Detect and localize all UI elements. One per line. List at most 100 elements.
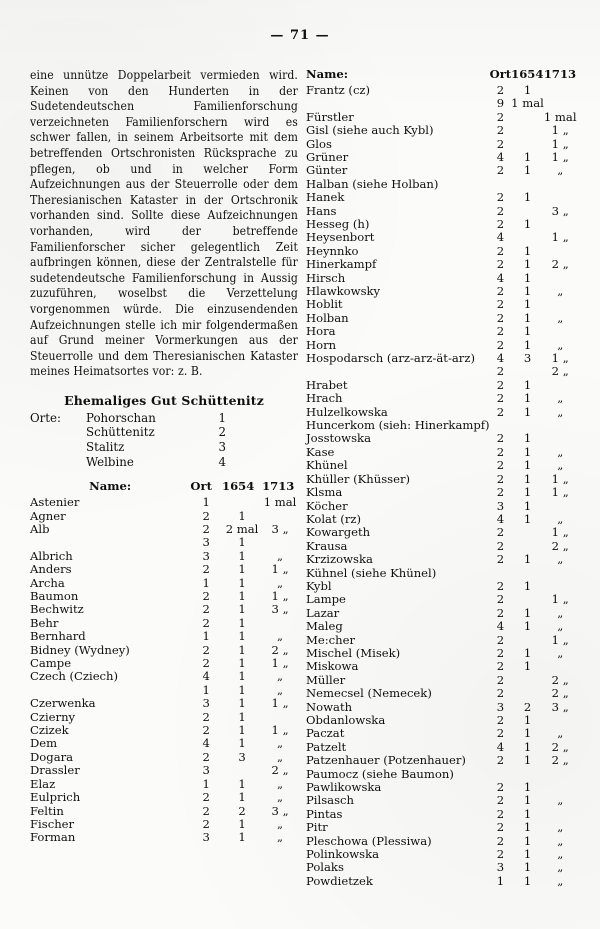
cell-ort: 2 — [202, 642, 210, 657]
cell-1713: 3 „ — [551, 203, 569, 218]
list-item: Schüttenitz 2 — [30, 425, 298, 440]
cell-ort: 4 — [496, 351, 505, 366]
cell-surname: Nowath — [306, 699, 353, 714]
cell-ort: 2 — [496, 780, 505, 795]
cell-surname: Nemecsel (Nemecek) — [306, 686, 432, 701]
cell-surname: Fürstler — [306, 109, 354, 124]
cell-ort: 3 — [202, 548, 210, 563]
cell-surname: Patzenhauer (Potzenhauer) — [306, 753, 466, 768]
cell-1654: 1 — [523, 391, 532, 406]
cell-surname: Kolat (rz) — [306, 511, 361, 526]
cell-surname: Obdanlowska — [306, 713, 386, 727]
cell-1713: 2 „ — [551, 257, 569, 272]
cell-1713 — [262, 711, 298, 724]
list-item: Stalitz 3 — [30, 440, 298, 455]
cell-surname: Polaks — [306, 860, 344, 875]
left-column: eine unnütze Doppelarbeit vermieden wird… — [30, 68, 298, 845]
cell-ort: 3 — [496, 860, 505, 875]
cell-ort: 2 — [202, 562, 210, 577]
cell-1713 — [544, 97, 577, 110]
cell-1654: 1 — [523, 780, 532, 795]
cell-1713: „ — [557, 337, 564, 352]
table-row: Fischer 2 1 „ — [30, 816, 298, 831]
cell-ort: 2 — [496, 686, 505, 701]
cell-1654: 1 — [523, 511, 532, 526]
cell-1654 — [511, 634, 544, 647]
cell-1713: „ — [277, 575, 284, 590]
cell-ort: 2 — [202, 803, 210, 818]
column-header-ort: Ort — [190, 479, 212, 494]
cell-ort: 4 — [496, 619, 505, 634]
table-row: Behr 2 1 — [30, 615, 298, 630]
cell-1654: 1 — [523, 284, 532, 298]
cell-1654: 1 — [238, 535, 246, 550]
cell-ort: 2 — [496, 793, 505, 808]
cell-1713: 3 „ — [551, 699, 569, 714]
cell-1654: 1 — [523, 873, 532, 888]
cell-surname: Pleschowa (Plessiwa) — [306, 833, 432, 848]
table-row: Hesseg (h) 2 1 — [306, 216, 577, 231]
cell-surname: Fischer — [30, 816, 75, 831]
table-row: Hora 2 1 — [306, 324, 577, 339]
cell-surname: Horn — [306, 337, 337, 352]
table-row: Horn 2 1 „ — [306, 337, 577, 352]
cell-1713: 3 „ — [271, 521, 289, 536]
table-row: Baumon 2 1 1 „ — [30, 589, 298, 603]
table-row: Kolat (rz) 4 1 „ — [306, 511, 577, 526]
table-row: 9 1 mal — [306, 96, 577, 110]
cell-ort: 3 — [496, 699, 505, 714]
table-row: Grüner 4 1 1 „ — [306, 149, 577, 164]
cell-surname: Hans — [306, 203, 337, 218]
table-row: Khünel 2 1 „ — [306, 458, 577, 472]
cell-surname: Halban (siehe Holban) — [306, 176, 439, 191]
cell-1713: „ — [557, 833, 564, 848]
cell-1654: 1 — [238, 816, 246, 831]
cell-1654: 1 — [238, 629, 246, 644]
cell-1713: „ — [277, 790, 284, 805]
cell-surname: Czerwenka — [30, 696, 96, 711]
table-row: Fürstler 2 1 mal — [306, 109, 577, 124]
table-row: Halban (siehe Holban) — [306, 176, 577, 191]
cell-1654: 1 — [238, 615, 246, 630]
table-row: Kühnel (siehe Khünel) — [306, 566, 577, 580]
cell-ort: 2 — [202, 749, 210, 764]
table-row: Obdanlowska 2 1 — [306, 713, 577, 727]
page-number: — 71 — — [270, 28, 330, 43]
cell-1654 — [511, 567, 544, 580]
table-row: Dem 4 1 „ — [30, 737, 298, 751]
cell-1654: 1 — [523, 605, 532, 620]
cell-ort: 2 — [496, 726, 505, 741]
cell-ort: 2 — [202, 723, 210, 738]
cell-1713: „ — [557, 391, 564, 406]
cell-1713: 1 „ — [551, 123, 569, 138]
cell-1654: 1 — [523, 860, 532, 875]
cell-1713 — [544, 245, 577, 258]
cell-1713: „ — [557, 444, 564, 459]
cell-1713: „ — [277, 830, 284, 845]
cell-ort: 4 — [202, 669, 210, 684]
cell-1654: 1 — [523, 324, 532, 339]
cell-surname: Czizek — [30, 723, 69, 738]
cell-1713: 1 „ — [271, 589, 289, 603]
cell-ort: 2 — [496, 163, 505, 178]
column-header-1654: 1654 — [511, 67, 544, 81]
cell-1713: 1 „ — [551, 471, 569, 486]
cell-1713 — [544, 272, 577, 285]
cell-surname: Me:cher — [306, 632, 356, 647]
cell-1654: 1 — [523, 149, 532, 164]
cell-1713: „ — [557, 404, 564, 419]
cell-surname: Baumon — [30, 589, 79, 603]
cell-1713: „ — [557, 310, 564, 325]
cell-1654: 1 — [523, 645, 532, 660]
table-row: Hans 2 3 „ — [306, 203, 577, 218]
table-row: Günter 2 1 „ — [306, 163, 577, 178]
table-row: Paumocz (siehe Baumon) — [306, 767, 577, 781]
cell-ort: 2 — [496, 123, 505, 138]
cell-surname: Hlawkowsky — [306, 284, 381, 298]
column-header-1713: 1713 — [543, 67, 577, 81]
cell-1713 — [544, 419, 577, 432]
cell-surname: Bidney (Wydney) — [30, 642, 130, 657]
table-row: Miskowa 2 1 — [306, 659, 577, 673]
cell-ort: 2 — [496, 216, 505, 231]
